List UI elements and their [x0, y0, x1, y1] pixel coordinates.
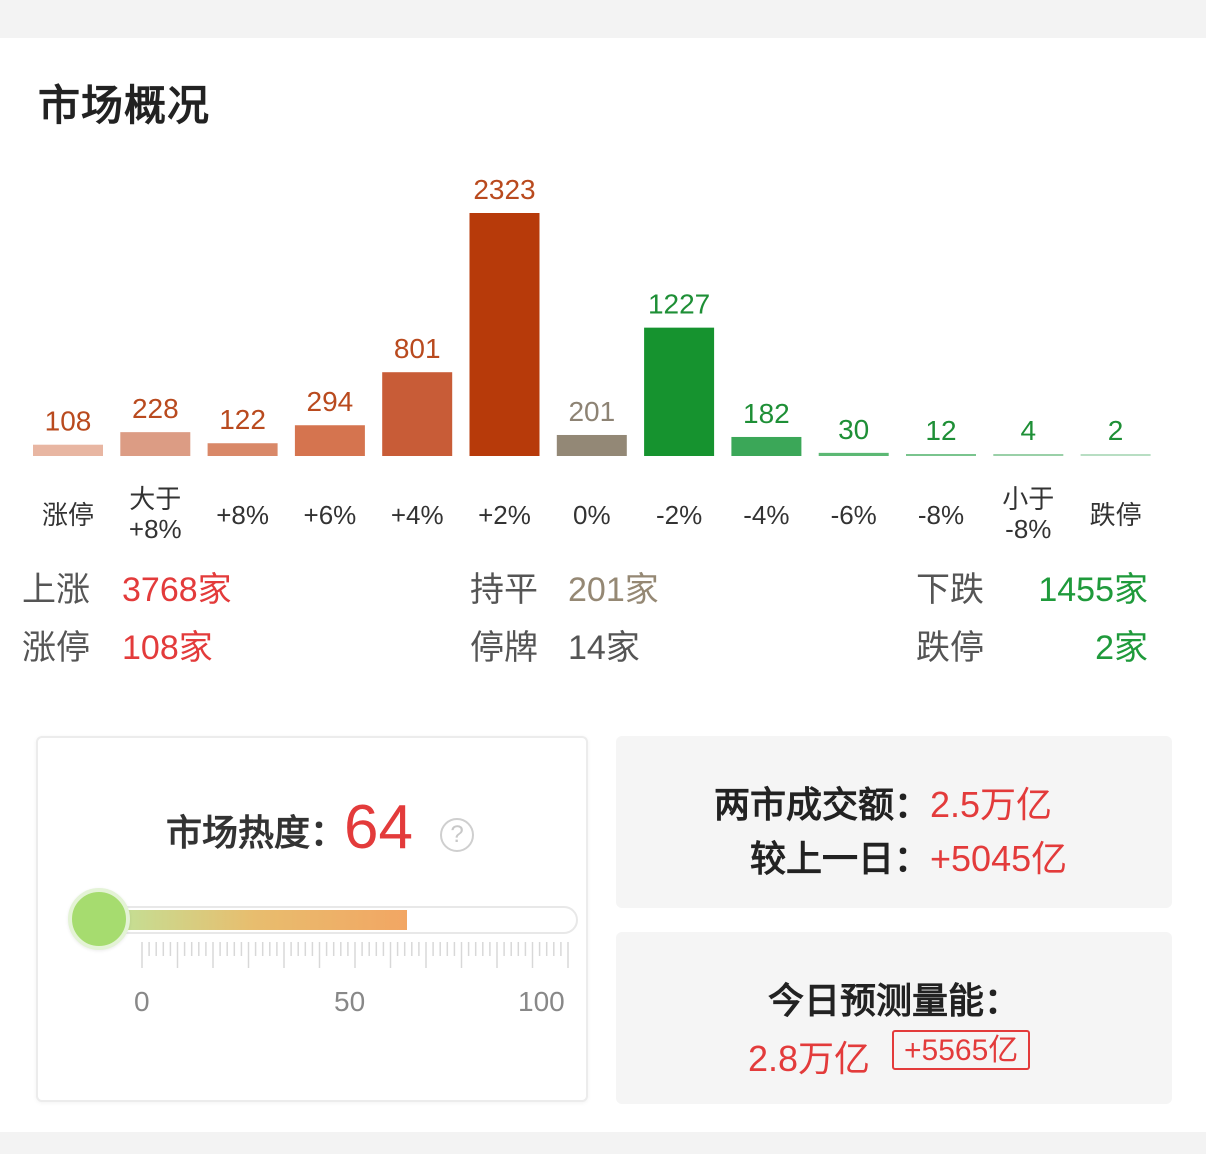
- bar-value-label-9: 30: [838, 414, 869, 445]
- bar-value-label-1: 228: [132, 393, 179, 424]
- bar-3: [294, 425, 365, 456]
- stat-suspended-label: 停牌: [470, 629, 538, 667]
- turnover-total-value: 2.5万亿: [930, 784, 1053, 825]
- bar-7: [644, 327, 715, 456]
- bar-value-label-0: 108: [45, 406, 92, 437]
- stat-limit-down-label: 跌停: [916, 629, 984, 667]
- bar-value-label-8: 182: [743, 398, 790, 429]
- stat-flat-value: 201家: [568, 571, 659, 609]
- category-label-6: 0%: [573, 500, 611, 530]
- bar-value-label-6: 201: [568, 396, 615, 427]
- heat-gauge-ticks: [141, 942, 569, 968]
- stat-limit-down: 跌停 2家: [916, 620, 1148, 669]
- stat-limit-down-value: 2家: [1095, 629, 1148, 667]
- category-label-1: 大于+8%: [129, 484, 182, 544]
- page-title: 市场概况: [38, 82, 211, 129]
- category-label-9: -6%: [831, 500, 877, 530]
- heat-value: 64: [344, 793, 413, 862]
- category-label-8: -4%: [743, 500, 789, 530]
- scale-label-50: 50: [334, 986, 366, 1017]
- scale-label-100: 100: [518, 986, 565, 1017]
- turnover-change: 较上一日：+5045亿: [750, 830, 1067, 882]
- category-label-0: 涨停: [42, 500, 94, 530]
- heat-label: 市场热度：: [166, 812, 347, 853]
- market-heat-panel: 市场热度： 64 ? 0 50 100: [36, 736, 588, 1102]
- category-label-10: -8%: [918, 500, 964, 530]
- breadth-stats: 上涨 3768家 持平 201家 下跌 1455家 涨停 108家 停牌 14家…: [0, 560, 1206, 670]
- stat-down-value: 1455家: [1038, 571, 1148, 609]
- stat-up-label: 上涨: [22, 571, 90, 609]
- turnover-total: 两市成交额：2.5万亿: [714, 776, 1052, 828]
- forecast-change-badge: +5565亿: [892, 1030, 1031, 1070]
- bar-2: [207, 443, 278, 456]
- bar-value-label-7: 1227: [648, 289, 710, 320]
- bar-value-label-12: 2: [1108, 415, 1124, 446]
- turnover-change-label: 较上一日：: [750, 838, 931, 879]
- stat-flat: 持平 201家: [470, 562, 659, 611]
- stat-up-value: 3768家: [122, 571, 232, 609]
- bar-0: [33, 444, 103, 456]
- bar-11: [993, 454, 1064, 456]
- help-icon[interactable]: ?: [440, 818, 474, 852]
- category-label-12: 跌停: [1090, 500, 1142, 530]
- category-label-11: 小于-8%: [1002, 484, 1054, 544]
- stat-suspended-value: 14家: [568, 629, 640, 667]
- bar-value-label-11: 4: [1021, 415, 1037, 446]
- category-label-4: +4%: [391, 500, 444, 530]
- bar-9: [818, 452, 889, 456]
- distribution-bar-chart: 108涨停228大于+8%122+8%294+6%801+4%2323+2%20…: [33, 174, 1151, 544]
- stat-limit-up-value: 108家: [122, 629, 213, 667]
- stat-limit-up: 涨停 108家: [22, 620, 213, 669]
- stat-suspended: 停牌 14家: [470, 620, 640, 669]
- forecast-value: 2.8万亿: [748, 1038, 871, 1079]
- bar-value-label-5: 2323: [473, 174, 535, 205]
- bar-value-label-4: 801: [394, 333, 441, 364]
- scale-label-0: 0: [134, 986, 150, 1017]
- category-label-5: +2%: [478, 500, 531, 530]
- turnover-change-value: +5045亿: [930, 838, 1068, 879]
- category-label-7: -2%: [656, 500, 702, 530]
- turnover-total-label: 两市成交额：: [714, 784, 931, 825]
- stat-limit-up-label: 涨停: [22, 629, 90, 667]
- category-label-2: +8%: [216, 500, 269, 530]
- bar-4: [382, 372, 453, 456]
- stat-up: 上涨 3768家: [22, 562, 232, 611]
- bar-6: [556, 434, 627, 456]
- heat-gauge-knob: [68, 888, 130, 950]
- bar-12: [1080, 454, 1151, 456]
- bar-10: [906, 454, 976, 456]
- stat-down: 下跌 1455家: [916, 562, 1148, 611]
- bar-8: [731, 436, 802, 456]
- bar-value-label-3: 294: [307, 386, 354, 417]
- bar-1: [120, 432, 191, 456]
- turnover-panel: 两市成交额：2.5万亿 较上一日：+5045亿: [616, 736, 1172, 908]
- category-label-3: +6%: [304, 500, 357, 530]
- forecast-panel: 今日预测量能： 2.8万亿 +5565亿: [616, 932, 1172, 1104]
- bar-5: [469, 213, 540, 456]
- forecast-label: 今日预测量能：: [767, 980, 1020, 1021]
- bar-value-label-10: 12: [925, 415, 956, 446]
- stat-flat-label: 持平: [470, 571, 538, 609]
- bar-value-label-2: 122: [219, 404, 266, 435]
- heat-gauge-fill: [102, 910, 407, 930]
- stat-down-label: 下跌: [916, 571, 984, 609]
